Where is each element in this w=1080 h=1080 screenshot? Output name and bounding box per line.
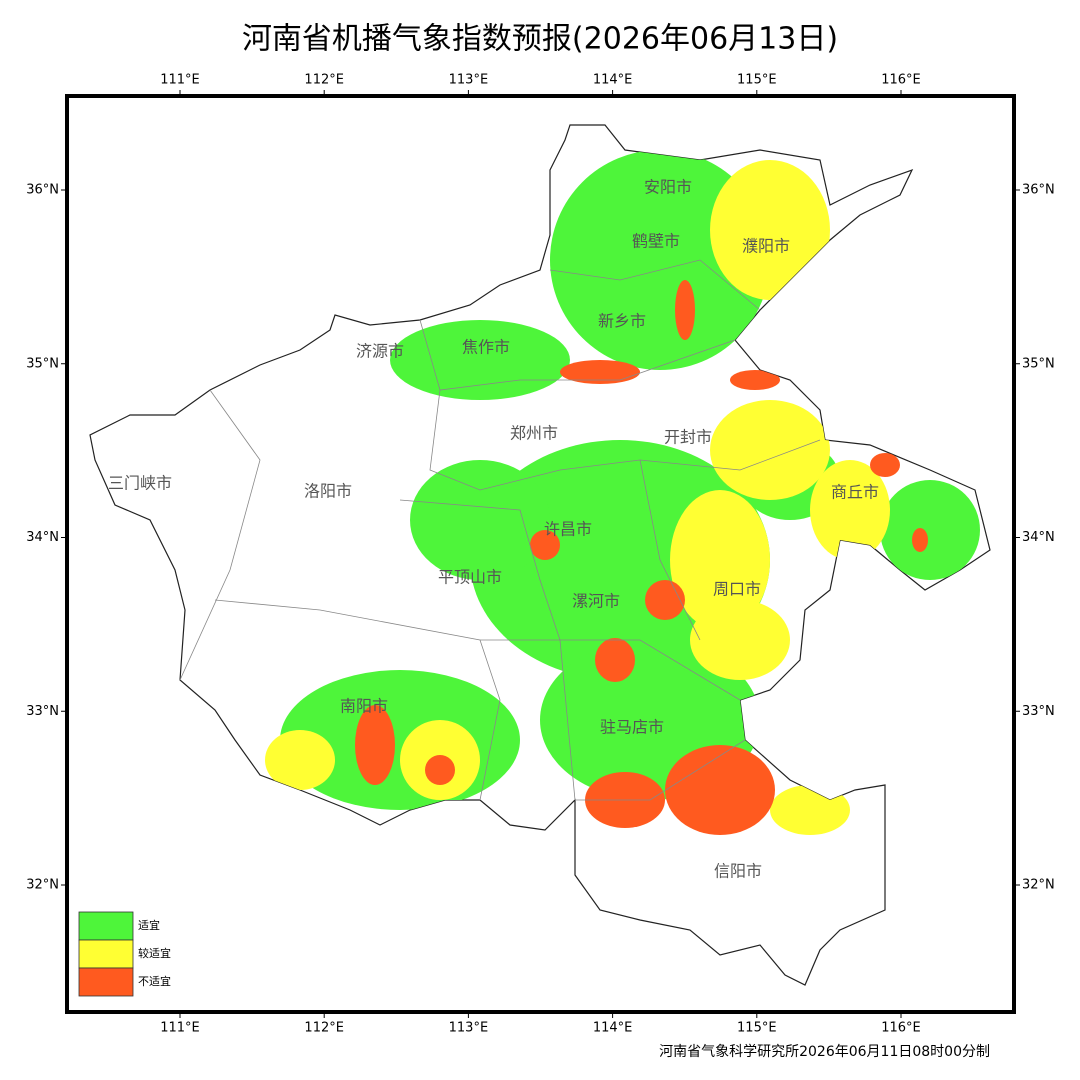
y-tick-label: 34°N [1022, 530, 1055, 545]
unsuitable-area [355, 280, 928, 835]
x-tick-label: 111°E [160, 1021, 200, 1036]
x-tick-label: 112°E [304, 73, 344, 88]
city-label: 开封市 [664, 428, 712, 447]
y-tick-label: 35°N [26, 356, 59, 371]
city-label: 周口市 [713, 580, 761, 599]
x-tick-label: 112°E [304, 1021, 344, 1036]
legend-swatch [78, 911, 134, 941]
y-tick-label: 36°N [26, 183, 59, 198]
x-tick-label: 116°E [881, 73, 921, 88]
city-label: 濮阳市 [742, 237, 790, 256]
x-tick-label: 113°E [449, 73, 489, 88]
y-tick-label: 32°N [26, 878, 59, 893]
y-tick-label: 34°N [26, 530, 59, 545]
city-label: 许昌市 [544, 520, 592, 539]
city-label: 商丘市 [831, 483, 879, 502]
city-label: 信阳市 [714, 862, 762, 881]
city-label: 南阳市 [340, 697, 388, 716]
x-tick-label: 116°E [881, 1021, 921, 1036]
index-field [265, 150, 980, 835]
city-label: 驻马店市 [600, 718, 664, 737]
y-tick-label: 35°N [1022, 356, 1055, 371]
x-tick-label: 115°E [737, 1021, 777, 1036]
y-tick-label: 33°N [26, 704, 59, 719]
city-label: 平顶山市 [438, 568, 502, 587]
y-tick-label: 33°N [1022, 704, 1055, 719]
legend-label: 不适宜 [138, 974, 171, 988]
x-tick-label: 111°E [160, 73, 200, 88]
title: 河南省机播气象指数预报(2026年06月13日) [242, 22, 838, 57]
city-label: 焦作市 [462, 338, 510, 357]
y-tick-label: 32°N [1022, 878, 1055, 893]
x-tick-label: 114°E [593, 1021, 633, 1036]
legend-swatch [78, 967, 134, 997]
city-labels: 安阳市 鹤壁市 濮阳市 新乡市 焦作市 济源市 郑州市 开封市 三门峡市 洛阳市… [108, 178, 879, 881]
fairly-suitable-area [265, 160, 890, 835]
city-borders [179, 259, 821, 801]
city-label: 漯河市 [572, 592, 620, 611]
city-label: 洛阳市 [304, 482, 352, 501]
city-label: 郑州市 [510, 424, 558, 443]
x-tick-label: 115°E [737, 73, 777, 88]
footer-note: 河南省气象科学研究所2026年06月11日08时00分制 [659, 1044, 990, 1060]
legend-swatch [78, 939, 134, 969]
city-label: 三门峡市 [108, 474, 172, 493]
city-label: 鹤壁市 [632, 232, 680, 251]
city-label: 新乡市 [598, 312, 646, 331]
city-label: 济源市 [356, 342, 404, 361]
legend-label: 适宜 [138, 918, 160, 932]
x-tick-label: 114°E [593, 73, 633, 88]
y-tick-label: 36°N [1022, 183, 1055, 198]
city-label: 安阳市 [644, 178, 692, 197]
x-tick-label: 113°E [449, 1021, 489, 1036]
legend-label: 较适宜 [138, 946, 171, 960]
